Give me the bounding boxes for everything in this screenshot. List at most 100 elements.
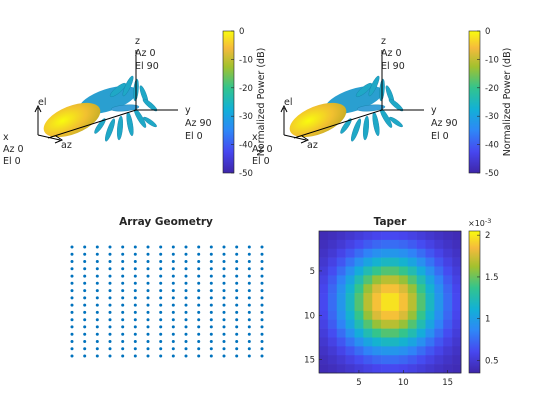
array-element-point <box>121 325 125 329</box>
taper-cell <box>372 248 382 258</box>
array-element-point <box>209 325 213 329</box>
taper-cell <box>434 284 444 294</box>
taper-cell <box>381 302 391 312</box>
taper-cell <box>345 257 355 267</box>
array-element-point <box>171 267 175 271</box>
array-element-point <box>197 245 201 249</box>
array-element-point <box>235 332 239 336</box>
taper-cell <box>372 257 382 267</box>
taper-cell <box>443 319 453 329</box>
taper-cell <box>452 275 462 285</box>
array-element-point <box>95 281 99 285</box>
array-element-point <box>222 274 226 278</box>
taper-title: Taper <box>374 216 408 228</box>
array-element-point <box>108 267 112 271</box>
array-element-point <box>222 245 226 249</box>
taper-heatmap-cells <box>319 231 462 374</box>
taper-cell <box>425 319 435 329</box>
taper-cell <box>416 248 426 258</box>
array-element-point <box>197 296 201 300</box>
array-element-point <box>184 325 188 329</box>
array-element-point <box>108 354 112 358</box>
array-element-point <box>235 289 239 293</box>
colorbar-tick-label: -30 <box>239 112 253 122</box>
array-element-point <box>235 303 239 307</box>
taper-cell <box>390 284 400 294</box>
main-lobe <box>289 102 347 138</box>
pattern-colorbar: 0 -10 -20 -30 -40 -50 Normalized Power (dB) <box>222 27 267 179</box>
array-element-point <box>222 296 226 300</box>
array-element-point <box>83 340 87 343</box>
array-element-point <box>197 332 201 336</box>
array-element-point <box>146 252 150 256</box>
array-element-point <box>70 252 74 256</box>
side-lobes <box>94 75 158 142</box>
taper-cell <box>425 248 435 258</box>
array-element-point <box>146 318 150 322</box>
taper-cell <box>425 293 435 303</box>
array-element-point <box>95 340 99 343</box>
array-element-point <box>95 303 99 307</box>
taper-cell <box>363 284 373 294</box>
pattern-axis-labels: z Az 0 El 90 y Az 90 El 0 x Az 0 El 0 el… <box>252 36 458 167</box>
taper-cell <box>354 239 364 250</box>
array-element-point <box>159 347 163 351</box>
array-element-point <box>159 325 163 329</box>
taper-cell <box>363 346 373 356</box>
array-element-point <box>70 340 74 343</box>
array-element-point <box>133 296 137 300</box>
array-element-point <box>260 245 264 249</box>
taper-cell <box>398 302 409 312</box>
taper-cell <box>398 310 409 321</box>
az-arrow <box>283 134 307 141</box>
array-element-point <box>209 274 213 278</box>
array-element-point <box>171 289 175 293</box>
taper-axes-box <box>318 230 462 374</box>
taper-cell <box>390 275 400 285</box>
array-element-point <box>159 260 163 263</box>
array-element-point <box>121 281 125 285</box>
y-label-1: y <box>185 105 191 116</box>
array-element-point <box>235 267 239 271</box>
taper-cell <box>336 319 346 329</box>
array-element-point <box>133 252 137 256</box>
pattern-lobes <box>43 75 158 142</box>
array-element-point <box>247 325 251 329</box>
array-element-point <box>146 325 150 329</box>
array-element-point <box>108 296 112 300</box>
array-element-point <box>260 332 264 336</box>
taper-cell <box>319 337 329 347</box>
taper-cell <box>407 328 417 338</box>
array-element-point <box>159 274 163 278</box>
taper-cell <box>390 248 400 258</box>
array-element-point <box>95 325 99 329</box>
array-element-point <box>209 281 213 285</box>
taper-cell <box>363 257 373 267</box>
array-element-point <box>247 318 251 322</box>
array-element-point <box>247 296 251 300</box>
taper-cell <box>336 284 346 294</box>
array-element-point <box>171 332 175 336</box>
taper-cell <box>425 302 435 312</box>
taper-cell <box>363 302 373 312</box>
taper-cell <box>452 337 462 347</box>
taper-cell <box>381 266 391 276</box>
taper-cell <box>390 328 400 338</box>
array-element-point <box>159 318 163 322</box>
colorbar-label: Normalized Power (dB) <box>256 48 267 157</box>
taper-cell <box>390 319 400 329</box>
taper-cell <box>398 257 409 267</box>
taper-cell <box>398 284 409 294</box>
array-element-point <box>146 303 150 307</box>
taper-cell <box>363 319 373 329</box>
array-element-point <box>133 245 137 249</box>
az-label: az <box>307 140 318 151</box>
taper-cell <box>354 319 364 329</box>
taper-cell <box>327 310 338 321</box>
array-element-point <box>260 340 264 343</box>
taper-cell <box>443 239 453 250</box>
el-arrowhead <box>280 104 288 113</box>
taper-cell <box>425 275 435 285</box>
taper-cell <box>363 275 373 285</box>
taper-cell <box>336 257 346 267</box>
